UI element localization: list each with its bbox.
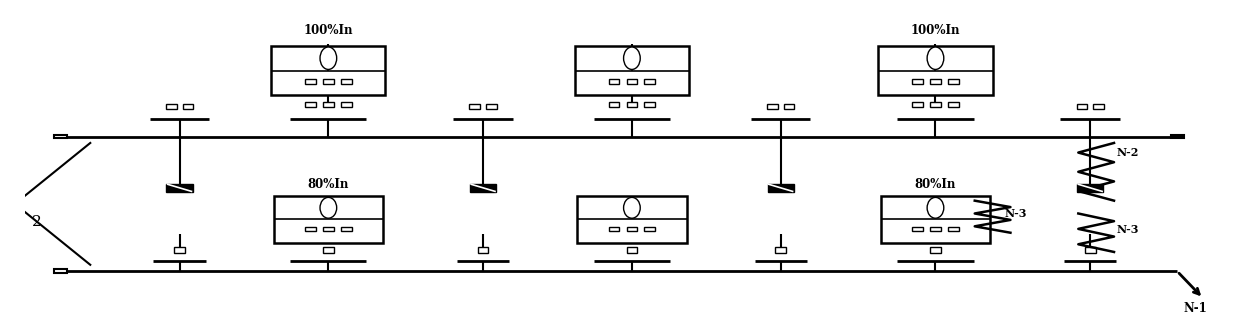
Bar — [626, 227, 637, 231]
Bar — [182, 104, 193, 109]
Text: 100%In: 100%In — [910, 24, 960, 37]
Text: 80%In: 80%In — [308, 178, 348, 191]
Bar — [575, 46, 689, 96]
Bar — [305, 102, 316, 107]
Bar — [470, 184, 496, 192]
Bar — [913, 102, 923, 107]
Bar — [1078, 184, 1104, 192]
Ellipse shape — [624, 197, 640, 218]
Text: 100%In: 100%In — [304, 24, 353, 37]
Bar — [930, 247, 941, 253]
Bar — [913, 79, 923, 84]
Bar — [645, 102, 655, 107]
Bar — [784, 104, 795, 109]
Bar — [768, 104, 777, 109]
Bar — [322, 102, 334, 107]
Bar — [880, 196, 991, 243]
Bar — [609, 102, 620, 107]
Ellipse shape — [320, 197, 337, 218]
Bar — [768, 184, 794, 192]
Text: 80%In: 80%In — [915, 178, 956, 191]
Ellipse shape — [320, 47, 337, 69]
Bar — [470, 104, 480, 109]
Text: N-3: N-3 — [1004, 208, 1027, 219]
Bar — [930, 102, 941, 107]
Bar — [878, 46, 992, 96]
Bar — [775, 247, 786, 253]
Bar — [947, 227, 959, 231]
Bar — [1085, 247, 1096, 253]
Bar — [341, 79, 352, 84]
Bar — [274, 196, 383, 243]
Bar — [272, 46, 386, 96]
Bar — [322, 79, 334, 84]
Bar — [55, 135, 67, 138]
Bar — [626, 79, 637, 84]
Bar — [477, 247, 489, 253]
Bar — [322, 227, 334, 231]
Bar — [305, 227, 316, 231]
Bar — [1171, 135, 1184, 138]
Text: 2: 2 — [32, 215, 42, 229]
Bar — [166, 184, 192, 192]
Bar — [1076, 104, 1087, 109]
Ellipse shape — [624, 47, 640, 69]
Bar — [645, 227, 655, 231]
Bar — [305, 79, 316, 84]
Bar — [174, 247, 185, 253]
Bar — [486, 104, 497, 109]
Bar — [1094, 104, 1104, 109]
Bar — [626, 102, 637, 107]
Bar — [322, 247, 334, 253]
Bar — [913, 227, 923, 231]
Text: N-1: N-1 — [1183, 302, 1207, 315]
Bar — [609, 227, 620, 231]
Ellipse shape — [928, 47, 944, 69]
Bar — [626, 247, 637, 253]
Bar — [341, 102, 352, 107]
Text: N-2: N-2 — [1116, 147, 1138, 158]
Bar — [947, 102, 959, 107]
Bar — [55, 270, 67, 273]
Bar — [947, 79, 959, 84]
Bar — [166, 104, 176, 109]
Bar — [609, 79, 620, 84]
Ellipse shape — [928, 197, 944, 218]
Bar — [930, 227, 941, 231]
Bar — [930, 79, 941, 84]
Text: N-3: N-3 — [1116, 224, 1138, 235]
Bar — [341, 227, 352, 231]
Bar — [645, 79, 655, 84]
Bar — [577, 196, 687, 243]
